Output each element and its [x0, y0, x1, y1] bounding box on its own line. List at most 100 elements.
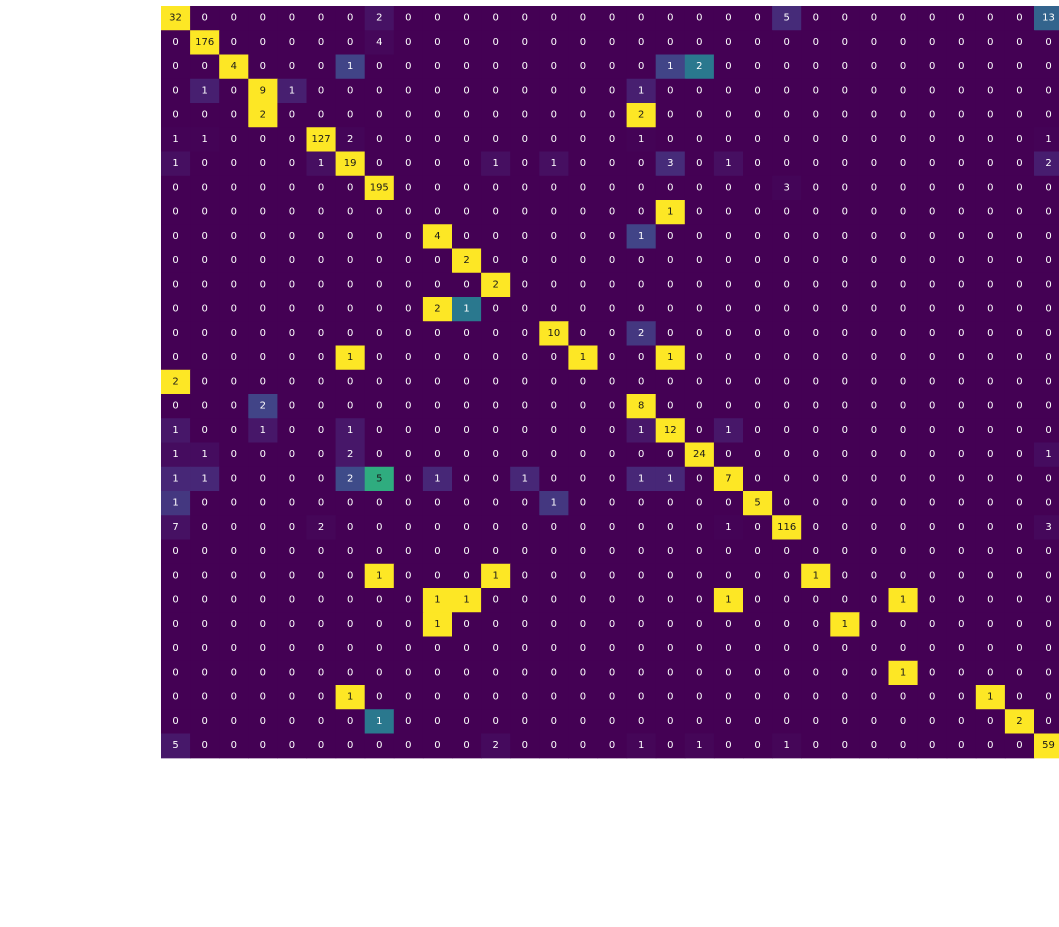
cell-value-r11-c29: 0 [1016, 279, 1022, 290]
heatmap-cell-r9-c23 [830, 224, 860, 250]
cell-value-r27-c9: 0 [434, 667, 440, 678]
cell-value-r3-c19: 0 [725, 85, 731, 96]
heatmap-cell-r15-c4 [277, 369, 308, 395]
cell-value-r16-c6: 0 [347, 401, 353, 412]
heatmap-cell-r9-c6 [335, 224, 366, 250]
heatmap-cell-r2-c8 [393, 54, 424, 80]
heatmap-cell-r1-c1 [190, 30, 220, 56]
cell-value-r4-c27: 0 [958, 110, 964, 121]
cell-value-r23-c5: 0 [318, 570, 324, 581]
cell-value-r8-c19: 0 [725, 207, 731, 218]
cell-value-r13-c12: 0 [522, 328, 528, 339]
cell-value-r26-c5: 0 [318, 643, 324, 654]
cell-value-r6-c6: 19 [344, 158, 357, 169]
cell-value-r17-c18: 0 [696, 425, 702, 436]
heatmap-cell-r16-c21 [772, 394, 802, 419]
heatmap-cell-r3-c6 [335, 78, 366, 104]
heatmap-cell-r11-c29 [1004, 272, 1035, 298]
cell-value-r8-c3: 0 [260, 207, 266, 218]
cell-value-r19-c14: 0 [580, 473, 586, 484]
heatmap-cell-r10-c13 [539, 248, 569, 274]
heatmap-cell-r16-c28 [975, 394, 1006, 419]
cell-value-r17-c25: 0 [900, 425, 906, 436]
heatmap-cell-r15-c17 [655, 369, 686, 395]
cell-value-r17-c22: 0 [813, 425, 819, 436]
heatmap-cell-r17-c19 [713, 418, 744, 444]
cell-value-r8-c11: 0 [492, 207, 498, 218]
cell-value-r21-c10: 0 [463, 522, 469, 533]
cell-value-r24-c6: 0 [347, 595, 353, 606]
cell-value-r19-c8: 0 [405, 473, 411, 484]
heatmap-cell-r27-c22 [801, 660, 831, 686]
heatmap-cell-r11-c13 [539, 272, 569, 298]
heatmap-cell-r9-c8 [393, 224, 424, 250]
heatmap-cell-r20-c4 [277, 491, 308, 516]
heatmap-cell-r13-c20 [743, 321, 773, 347]
cell-value-r25-c29: 0 [1016, 619, 1022, 630]
cell-value-r28-c14: 0 [580, 692, 586, 703]
heatmap-cell-r6-c20 [743, 151, 773, 177]
heatmap-cell-r16-c2 [219, 394, 249, 419]
cell-value-r30-c25: 0 [900, 740, 906, 751]
cell-value-r12-c17: 0 [667, 304, 673, 315]
cell-value-r4-c14: 0 [580, 110, 586, 121]
cell-value-r20-c10: 0 [463, 498, 469, 509]
heatmap-cell-r0-c24 [859, 6, 890, 31]
heatmap-cell-r4-c28 [975, 103, 1006, 128]
cell-value-r3-c22: 0 [813, 85, 819, 96]
heatmap-cell-r12-c19 [713, 297, 744, 322]
heatmap-cell-r19-c11 [481, 466, 511, 492]
heatmap-cell-r28-c8 [393, 685, 424, 710]
heatmap-cell-r8-c0 [161, 200, 191, 225]
cell-value-r9-c23: 0 [842, 231, 848, 242]
cell-value-r8-c13: 0 [551, 207, 557, 218]
heatmap-cell-r24-c0 [161, 588, 191, 613]
cell-value-r22-c21: 0 [783, 546, 789, 557]
cell-value-r1-c21: 0 [783, 37, 789, 48]
heatmap-cell-r30-c12 [510, 733, 540, 759]
cell-value-r0-c18: 0 [696, 13, 702, 24]
cell-value-r9-c1: 0 [201, 231, 207, 242]
heatmap-cell-r0-c11 [481, 6, 511, 31]
cell-value-r4-c15: 0 [609, 110, 615, 121]
cell-value-r15-c6: 0 [347, 376, 353, 387]
cell-value-r30-c16: 1 [638, 740, 644, 751]
cell-value-r18-c5: 0 [318, 449, 324, 460]
cell-value-r0-c27: 0 [958, 13, 964, 24]
cell-value-r27-c5: 0 [318, 667, 324, 678]
heatmap-cell-r19-c14 [568, 466, 599, 492]
heatmap-cell-r22-c28 [975, 539, 1006, 565]
cell-value-r20-c15: 0 [609, 498, 615, 509]
cell-value-r10-c13: 0 [551, 255, 557, 266]
heatmap-cell-r11-c1 [190, 272, 220, 298]
cell-value-r1-c0: 0 [172, 37, 178, 48]
cell-value-r16-c15: 0 [609, 401, 615, 412]
cell-value-r27-c10: 0 [463, 667, 469, 678]
cell-value-r6-c18: 0 [696, 158, 702, 169]
heatmap-cell-r8-c5 [306, 200, 337, 225]
cell-value-r10-c3: 0 [260, 255, 266, 266]
cell-value-r0-c3: 0 [260, 13, 266, 24]
cell-value-r27-c4: 0 [289, 667, 295, 678]
heatmap-cell-r4-c5 [306, 103, 337, 128]
heatmap-cell-r11-c18 [684, 272, 715, 298]
cell-value-r9-c2: 0 [231, 231, 237, 242]
cell-value-r0-c17: 0 [667, 13, 673, 24]
cell-value-r25-c16: 0 [638, 619, 644, 630]
cell-value-r15-c8: 0 [405, 376, 411, 387]
cell-value-r18-c29: 0 [1016, 449, 1022, 460]
heatmap-cell-r15-c24 [859, 369, 890, 395]
cell-value-r28-c2: 0 [231, 692, 237, 703]
cell-value-r29-c15: 0 [609, 716, 615, 727]
cell-value-r26-c26: 0 [929, 643, 935, 654]
heatmap-cell-r2-c24 [859, 54, 890, 80]
cell-value-r5-c11: 0 [492, 134, 498, 145]
heatmap-cell-r9-c12 [510, 224, 540, 250]
heatmap-cell-r9-c28 [975, 224, 1006, 250]
heatmap-cell-r21-c30 [1034, 515, 1059, 541]
heatmap-cell-r28-c15 [597, 685, 628, 710]
heatmap-cell-r2-c6 [335, 54, 366, 80]
cell-value-r19-c15: 0 [609, 473, 615, 484]
cell-value-r23-c15: 0 [609, 570, 615, 581]
heatmap-cell-r27-c16 [626, 660, 657, 686]
